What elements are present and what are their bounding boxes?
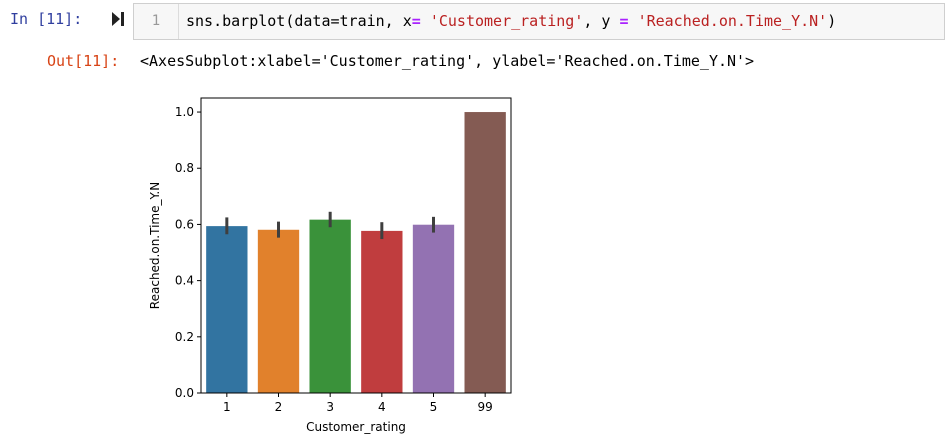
code-line[interactable]: sns.barplot(data=train, x= 'Customer_rat… [186,4,836,39]
code-string-y: 'Reached.on.Time_Y.N' [637,12,828,30]
y-tick-label: 0.6 [175,217,194,231]
output-prompt: Out[11]: [47,52,120,70]
x-tick-label: 2 [275,400,283,414]
bar-chart: 1 2 3 4 5 99 0.0 0.2 0.4 0.6 0.8 1.0 Customer_rating… [148,97,512,434]
code-string-x: 'Customer_rating' [429,12,584,30]
x-axis-label: Customer_rating [306,420,406,434]
code-operator: = [411,12,421,30]
bar-3 [309,219,351,393]
x-tick-label: 4 [378,400,386,414]
plot-frame [200,97,512,394]
y-tick-label: 0.8 [175,161,194,175]
bar-5 [412,224,455,393]
code-separator: , y [583,12,620,30]
y-tick-label: 0.2 [175,330,194,344]
output-repr: <AxesSubplot:xlabel='Customer_rating', y… [140,52,755,70]
x-tick-label: 3 [326,400,334,414]
code-space [629,12,638,30]
code-close-paren: ) [827,12,837,30]
code-function-call: sns.barplot(data=train, x [186,12,412,30]
bar-4 [361,230,403,393]
code-operator: = [619,12,629,30]
bar-99 [464,112,506,394]
x-tick-label: 99 [478,400,493,414]
y-tick-label: 0.4 [175,274,194,288]
y-tick-label: 0.0 [175,386,194,400]
code-cell-editor[interactable]: 1 sns.barplot(data=train, x= 'Customer_r… [133,3,945,40]
line-number: 1 [134,4,179,39]
x-tick-label: 1 [223,400,231,414]
y-tick-label: 1.0 [175,105,194,119]
y-axis-label: Reached.on.Time_Y.N [148,182,162,309]
bar-1 [206,226,248,393]
bar-2 [257,229,300,393]
input-prompt: In [11]: [10,10,83,28]
x-tick-label: 5 [430,400,438,414]
run-cell-icon[interactable] [111,11,125,27]
code-space [421,12,430,30]
